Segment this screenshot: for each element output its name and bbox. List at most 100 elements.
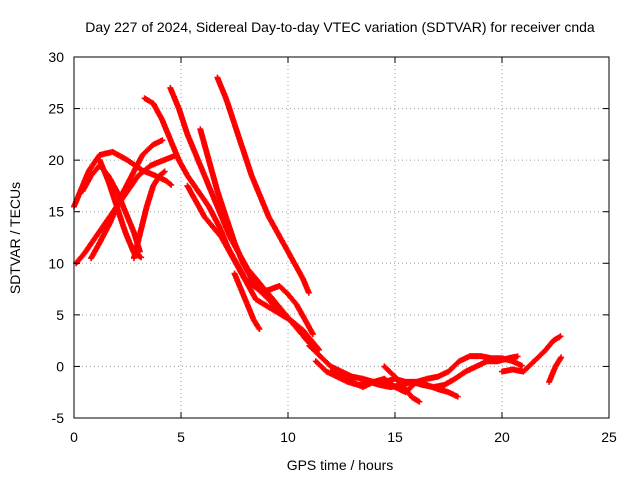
marker-segment	[214, 188, 229, 219]
marker-segment	[381, 363, 397, 379]
marker-segment	[451, 369, 468, 382]
marker-segment	[270, 296, 284, 312]
series-track-16	[381, 363, 423, 405]
marker-segment	[409, 394, 423, 405]
x-axis-label: GPS time / hours	[287, 457, 394, 473]
marker-segment	[175, 157, 190, 178]
marker-segment	[81, 235, 98, 256]
marker-segment	[231, 239, 246, 265]
marker-segment	[445, 389, 461, 400]
marker-segment	[231, 270, 244, 291]
marker-segment	[184, 182, 199, 203]
marker-segment	[237, 286, 250, 306]
marker-segment	[235, 265, 250, 286]
marker-segment	[195, 188, 211, 209]
marker-segment	[150, 100, 164, 121]
marker-segment	[167, 84, 182, 111]
marker-segment	[163, 177, 175, 188]
x-tick-label: 10	[280, 429, 296, 445]
marker-segment	[541, 338, 556, 354]
marker-segment	[392, 373, 406, 389]
marker-segment	[88, 241, 102, 262]
marker-segment	[139, 142, 155, 158]
y-tick-label: 30	[48, 49, 64, 65]
marker-segment	[250, 317, 263, 332]
x-tick-label: 20	[494, 429, 510, 445]
axis-ticks: 0 5 10 15 20 25 -5 0 5 10 15 20 25 30	[48, 49, 617, 445]
marker-segment	[248, 275, 263, 293]
series-track-6	[130, 168, 168, 262]
marker-segment	[552, 354, 565, 370]
marker-segment	[270, 306, 284, 317]
marker-segment	[257, 288, 271, 302]
y-tick-label: 0	[56, 358, 64, 374]
marker-segment	[135, 163, 153, 179]
marker-segment	[531, 349, 547, 365]
x-tick-label: 0	[70, 429, 78, 445]
marker-segment	[306, 342, 322, 358]
marker-segment	[274, 229, 289, 250]
marker-segment	[261, 301, 275, 312]
marker-segment	[276, 283, 290, 296]
marker-segment	[252, 275, 267, 291]
marker-segment	[193, 152, 207, 178]
series-track-8	[167, 84, 318, 353]
marker-segment	[150, 137, 166, 148]
marker-segment	[546, 365, 558, 385]
marker-segment	[300, 275, 312, 296]
y-axis-label: SDTVAR / TECUs	[7, 182, 23, 294]
marker-segment	[92, 220, 109, 241]
marker-segment	[158, 115, 173, 141]
marker-segment	[381, 375, 397, 389]
marker-segment	[261, 286, 275, 302]
series-track-18	[546, 354, 565, 385]
marker-segment	[282, 244, 297, 265]
marker-segment	[175, 105, 190, 136]
marker-segment	[317, 353, 333, 369]
marker-segment	[205, 157, 220, 193]
marker-segment	[109, 148, 130, 163]
marker-segment	[210, 193, 224, 219]
plot-frame	[73, 56, 610, 419]
marker-segment	[205, 203, 222, 229]
marker-segment	[122, 208, 137, 234]
marker-segment	[128, 153, 145, 179]
marker-segment	[265, 213, 280, 234]
marker-segment	[505, 353, 521, 362]
series-track-17	[499, 333, 564, 375]
marker-segment	[550, 333, 564, 344]
series-track-12	[231, 270, 263, 332]
marker-segment	[197, 126, 212, 162]
marker-segment	[201, 172, 216, 198]
marker-segment	[137, 205, 150, 236]
marker-segment	[400, 384, 415, 400]
marker-segment	[302, 317, 316, 338]
marker-segment	[441, 376, 457, 388]
marker-segment	[201, 213, 215, 229]
marker-segment	[210, 224, 224, 240]
series-track-10	[214, 74, 312, 296]
marker-segment	[244, 280, 259, 301]
marker-segment	[308, 337, 322, 353]
marker-segment	[218, 234, 233, 255]
marker-segment	[214, 74, 229, 100]
y-tick-label: 20	[48, 152, 64, 168]
marker-segment	[156, 168, 168, 179]
marker-segment	[184, 131, 199, 157]
y-tick-label: 25	[48, 101, 64, 117]
marker-segment	[184, 172, 201, 193]
marker-segment	[291, 260, 306, 281]
marker-segment	[285, 291, 299, 307]
marker-segment	[222, 213, 237, 245]
marker-segment	[105, 177, 120, 208]
marker-segment	[96, 220, 113, 246]
marker-segment	[509, 358, 525, 369]
marker-segment	[113, 203, 128, 234]
marker-segment	[312, 358, 329, 374]
series-track-4	[88, 137, 166, 262]
marker-segment	[520, 359, 536, 375]
chart-title: Day 227 of 2024, Sidereal Day-to-day VTE…	[85, 19, 595, 35]
marker-segment	[86, 153, 102, 174]
x-tick-label: 15	[387, 429, 403, 445]
